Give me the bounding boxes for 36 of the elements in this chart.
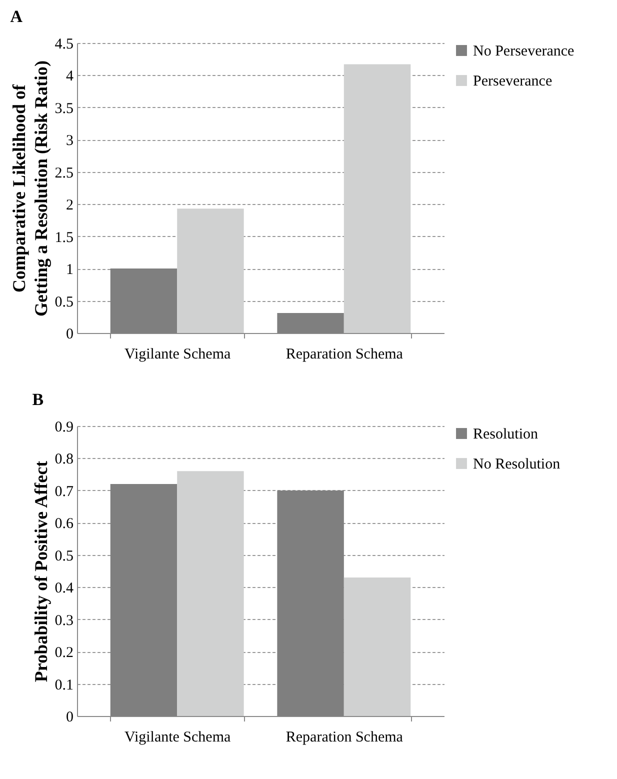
y-tick-label: 0.3 <box>54 612 74 629</box>
x-tick-label: Reparation Schema <box>286 730 404 746</box>
y-tick-label: 0.7 <box>54 484 74 500</box>
x-tick-label: Vigilante Schema <box>124 730 232 746</box>
y-tick-label: 4 <box>66 68 74 85</box>
y-axis-title: Probability of Positive Affect <box>30 460 51 682</box>
y-tick-label: 0.9 <box>54 420 74 436</box>
legend-label: Perseverance <box>473 74 552 90</box>
chart-title: A <box>10 7 24 26</box>
x-tick-label: Vigilante Schema <box>124 346 232 362</box>
y-tick-label: 4.5 <box>54 36 74 52</box>
y-tick-label: 3.5 <box>54 100 74 117</box>
bar <box>344 577 411 716</box>
y-axis-title: Comparative Likelihood of Getting a Resolution (Risk Ratio) <box>8 60 51 316</box>
y-tick-label: 1.5 <box>54 230 74 246</box>
y-tick-label: 0 <box>66 326 74 342</box>
bar <box>177 471 244 716</box>
legend-label: Resolution <box>473 426 538 442</box>
bar <box>344 64 411 333</box>
y-tick-label: 1 <box>66 262 74 278</box>
y-tick-label: 0.4 <box>54 580 74 597</box>
y-tick-label: 0.8 <box>54 452 74 468</box>
y-tick-label: 0.2 <box>54 645 74 662</box>
x-tick-label: Reparation Schema <box>286 346 404 362</box>
y-tick-label: 0 <box>66 710 74 726</box>
y-tick-label: 0.1 <box>54 677 74 694</box>
y-tick-label: 3 <box>66 133 74 150</box>
y-tick-label: 0.5 <box>54 294 74 310</box>
y-tick-label: 2.5 <box>54 165 74 182</box>
y-tick-label: 0.5 <box>54 548 74 564</box>
legend-label: No Perseverance <box>473 44 575 60</box>
y-tick-label: 0.6 <box>54 516 74 532</box>
bar <box>177 208 244 333</box>
y-tick-label: 2 <box>66 198 74 214</box>
legend-label: No Resolution <box>473 456 561 472</box>
chart-title: B <box>32 390 44 409</box>
